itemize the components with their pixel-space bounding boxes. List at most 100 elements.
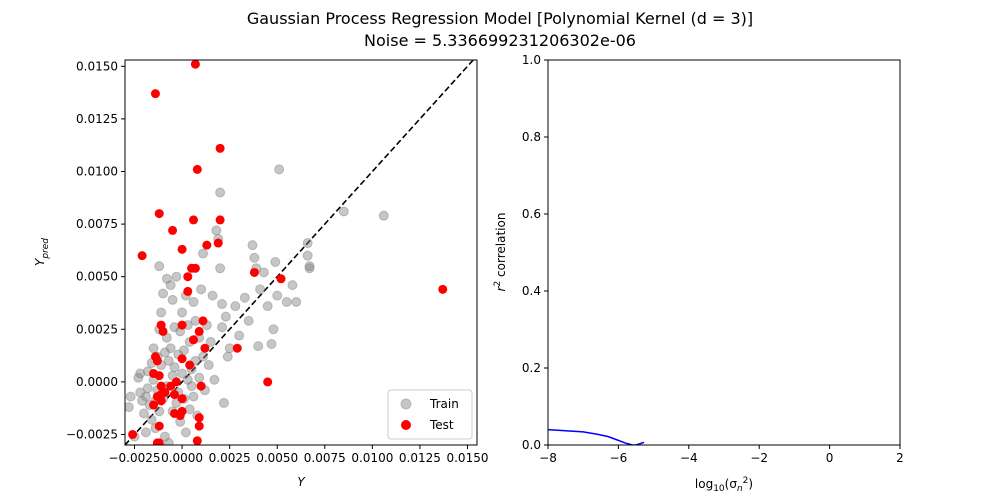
- scatter-x-tick-label: 0.0000: [161, 451, 203, 465]
- train-point: [159, 431, 170, 442]
- line-x-tick-label: −8: [539, 451, 557, 465]
- line-y-tick-label: 0.6: [522, 207, 541, 221]
- train-point: [304, 261, 315, 272]
- test-point: [190, 263, 200, 273]
- scatter-legend: Train Test: [387, 389, 473, 440]
- train-point: [215, 187, 226, 198]
- train-point: [209, 374, 220, 385]
- test-point: [192, 436, 202, 445]
- scatter-x-tick-label: 0.0025: [209, 451, 251, 465]
- scatter-y-tick-label: 0.0025: [76, 322, 118, 336]
- scatter-y-tick-label: 0.0125: [76, 112, 118, 126]
- test-point: [128, 429, 138, 439]
- line-y-tick-label: 0.4: [522, 284, 541, 298]
- test-point: [168, 225, 178, 235]
- line-y-axis-label: r2 correlation: [493, 213, 508, 292]
- test-point: [194, 421, 204, 431]
- scatter-x-tick-label: −0.0025: [108, 451, 160, 465]
- test-point: [200, 343, 210, 353]
- train-point: [177, 307, 188, 318]
- train-point: [243, 315, 254, 326]
- scatter-y-tick-label: 0.0000: [76, 375, 118, 389]
- test-point: [169, 390, 179, 400]
- train-point: [302, 238, 313, 249]
- train-point: [217, 299, 228, 310]
- identity-line: [125, 60, 475, 445]
- test-point: [137, 251, 147, 261]
- legend-test-label: Test: [429, 418, 454, 432]
- train-point: [125, 402, 134, 413]
- train-point: [215, 263, 226, 274]
- train-point: [177, 368, 188, 379]
- line-y-tick-label: 0.2: [522, 361, 541, 375]
- train-point: [217, 322, 228, 333]
- train-point: [198, 351, 209, 362]
- train-point: [167, 294, 178, 305]
- test-point: [177, 394, 187, 404]
- test-point: [183, 272, 193, 282]
- train-point: [304, 263, 315, 274]
- line-x-tick-label: −6: [610, 451, 628, 465]
- train-point: [163, 437, 174, 445]
- test-point: [215, 215, 225, 225]
- train-point: [255, 284, 266, 295]
- train-point: [135, 368, 146, 379]
- test-point: [249, 267, 259, 277]
- test-point: [263, 377, 273, 387]
- train-point: [262, 301, 273, 312]
- train-point: [146, 414, 157, 425]
- test-point: [215, 143, 225, 153]
- train-point: [234, 330, 245, 341]
- legend-train-marker: [400, 398, 412, 410]
- line-x-tick-label: 2: [896, 451, 904, 465]
- train-point: [184, 404, 195, 415]
- test-point: [194, 326, 204, 336]
- train-point: [207, 290, 218, 301]
- line-axes-frame: [547, 59, 901, 446]
- train-point: [378, 210, 389, 221]
- scatter-x-tick-label: 0.0050: [256, 451, 298, 465]
- train-point: [338, 206, 349, 217]
- train-point: [247, 240, 258, 251]
- line-x-tick-label: −2: [750, 451, 768, 465]
- scatter-axes-frame: [124, 59, 478, 446]
- train-point: [211, 225, 222, 236]
- test-point: [196, 381, 206, 391]
- line-y-tick-label: 0.8: [522, 130, 541, 144]
- train-point: [239, 292, 250, 303]
- train-point: [196, 284, 207, 295]
- test-point: [175, 411, 185, 421]
- scatter-y-tick-label: 0.0150: [76, 59, 118, 73]
- train-point: [253, 341, 264, 352]
- train-point: [266, 339, 277, 350]
- legend-train-label: Train: [429, 397, 459, 411]
- test-point: [190, 60, 200, 69]
- train-point: [182, 374, 193, 385]
- train-point: [163, 355, 174, 366]
- train-point: [272, 290, 283, 301]
- train-point: [139, 408, 150, 419]
- test-point: [158, 326, 168, 336]
- train-point: [137, 395, 148, 406]
- train-point: [154, 406, 165, 417]
- scatter-x-tick-label: 0.0100: [351, 451, 393, 465]
- train-point: [258, 267, 269, 278]
- train-point: [180, 427, 191, 438]
- train-point: [220, 311, 231, 322]
- line-ticks: −8 −6 −4 −2 0 2 0.0 0.2 0.4 0.6 0.8 1.0: [522, 53, 904, 465]
- figure-title-line-1: Gaussian Process Regression Model [Polyn…: [247, 9, 753, 28]
- train-point: [178, 345, 189, 356]
- scatter-marks: [125, 60, 475, 445]
- train-point: [154, 261, 165, 272]
- test-point: [192, 164, 202, 174]
- train-point: [291, 296, 302, 307]
- test-point: [154, 371, 164, 381]
- legend-test-marker: [401, 420, 411, 430]
- scatter-y-tick-label: −0.0025: [66, 427, 118, 441]
- train-point: [218, 397, 229, 408]
- train-point: [222, 351, 233, 362]
- train-point: [148, 343, 159, 354]
- test-point: [202, 240, 212, 250]
